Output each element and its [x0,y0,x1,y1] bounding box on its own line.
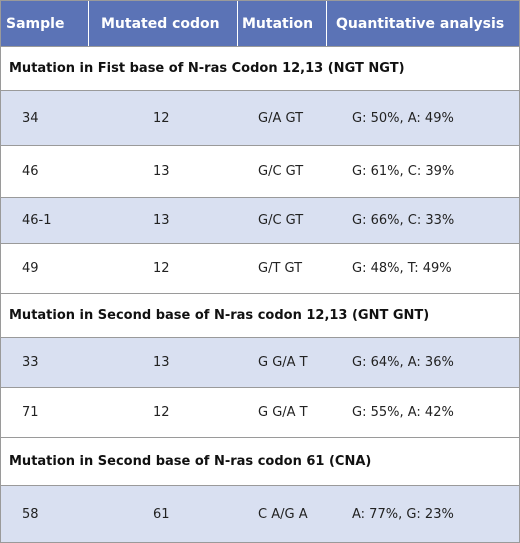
header-sample: Sample [1,1,89,46]
cell-codon: 12 [153,405,170,420]
table-row: 34 12 G/A GT G: 50%, A: 49% [1,90,519,145]
cell-codon: 12 [153,110,170,126]
cell-sample: 46-1 [22,213,52,228]
cell-quantitative: G: 61%, C: 39% [352,164,455,179]
cell-sample: 71 [22,405,39,420]
table-row: 71 12 G G/A T G: 55%, A: 42% [1,387,519,437]
cell-codon: 13 [153,164,170,179]
cell-codon: 12 [153,261,170,276]
table-row: 58 61 C A/G A A: 77%, G: 23% [1,485,519,542]
cell-mutation: G G/A T [258,405,308,420]
cell-mutation: G/T GT [258,261,303,276]
cell-quantitative: G: 48%, T: 49% [352,261,452,276]
section-title: Mutation in Second base of N-ras codon 1… [1,293,519,337]
header-mutation: Mutation [238,1,327,46]
table-row: 46 13 G/C GT G: 61%, C: 39% [1,145,519,197]
table-row: 46-1 13 G/C GT G: 66%, C: 33% [1,197,519,243]
cell-mutation: G/C GT [258,164,304,179]
cell-quantitative: G: 50%, A: 49% [352,110,454,126]
cell-quantitative: A: 77%, G: 23% [352,506,454,522]
cell-mutation: G G/A T [258,355,308,370]
cell-codon: 61 [153,506,170,522]
cell-sample: 46 [22,164,39,179]
cell-quantitative: G: 66%, C: 33% [352,213,455,228]
cell-quantitative: G: 64%, A: 36% [352,355,454,370]
cell-sample: 58 [22,506,39,522]
cell-mutation: G/C GT [258,213,304,228]
cell-codon: 13 [153,213,170,228]
cell-quantitative: G: 55%, A: 42% [352,405,454,420]
table-row: 49 12 G/T GT G: 48%, T: 49% [1,243,519,293]
cell-sample: 49 [22,261,39,276]
cell-codon: 13 [153,355,170,370]
cell-mutation: C A/G A [258,506,308,522]
section-title: Mutation in Second base of N-ras codon 6… [1,437,519,485]
table-header: Sample Mutated codon Mutation Quantitati… [1,1,519,46]
header-quantitative-analysis: Quantitative analysis [336,15,505,32]
header-mutated-codon: Mutated codon [89,1,238,46]
cell-sample: 34 [22,110,39,126]
cell-mutation: G/A GT [258,110,304,126]
section-title: Mutation in Fist base of N-ras Codon 12,… [1,46,519,90]
cell-sample: 33 [22,355,39,370]
table-row: 33 13 G G/A T G: 64%, A: 36% [1,337,519,387]
